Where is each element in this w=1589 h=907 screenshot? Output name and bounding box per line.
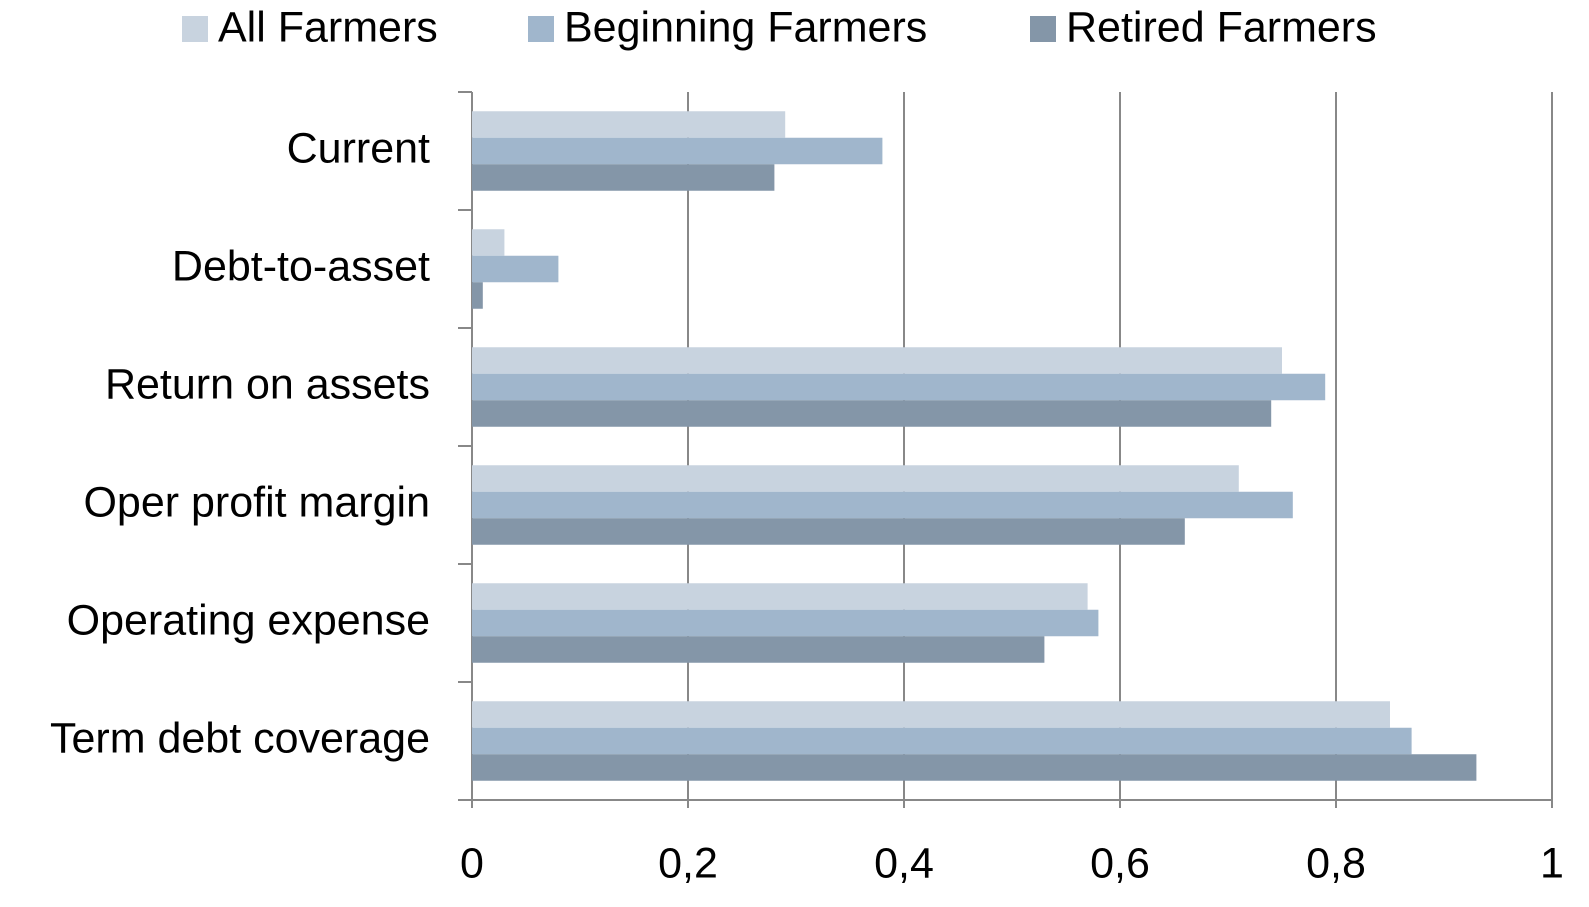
y-tick-label: Debt-to-asset xyxy=(172,242,430,290)
x-tick-label: 0,6 xyxy=(1090,839,1150,887)
bar xyxy=(472,609,1099,637)
y-tick-label: Return on assets xyxy=(105,360,430,408)
bar xyxy=(472,465,1239,492)
bar xyxy=(472,400,1272,427)
x-tick-label: 0,4 xyxy=(874,839,934,887)
bar xyxy=(472,518,1185,545)
x-tick-label: 0 xyxy=(460,839,484,887)
x-tick-label: 0,2 xyxy=(658,839,718,887)
bar xyxy=(472,255,559,283)
bar xyxy=(472,111,786,138)
legend-label: Beginning Farmers xyxy=(564,3,927,51)
x-tick-label: 1 xyxy=(1540,839,1564,887)
bar xyxy=(472,347,1282,374)
bar xyxy=(472,701,1390,728)
legend-swatch xyxy=(1030,16,1056,42)
bar xyxy=(472,583,1088,610)
legend-label: All Farmers xyxy=(218,3,438,51)
legend-swatch xyxy=(182,16,208,42)
bar xyxy=(472,229,505,256)
bar xyxy=(472,282,483,309)
bar xyxy=(472,373,1326,401)
legend-label: Retired Farmers xyxy=(1066,3,1377,51)
y-tick-label: Term debt coverage xyxy=(50,714,430,762)
bar xyxy=(472,491,1293,519)
bar xyxy=(472,727,1412,755)
bar xyxy=(472,137,883,165)
legend-swatch xyxy=(528,16,554,42)
y-tick-label: Operating expense xyxy=(67,596,430,644)
y-tick-label: Current xyxy=(287,124,430,172)
bar xyxy=(472,164,775,191)
x-tick-label: 0,8 xyxy=(1306,839,1366,887)
bar xyxy=(472,754,1477,781)
y-tick-label: Oper profit margin xyxy=(83,478,430,526)
bar xyxy=(472,636,1045,663)
